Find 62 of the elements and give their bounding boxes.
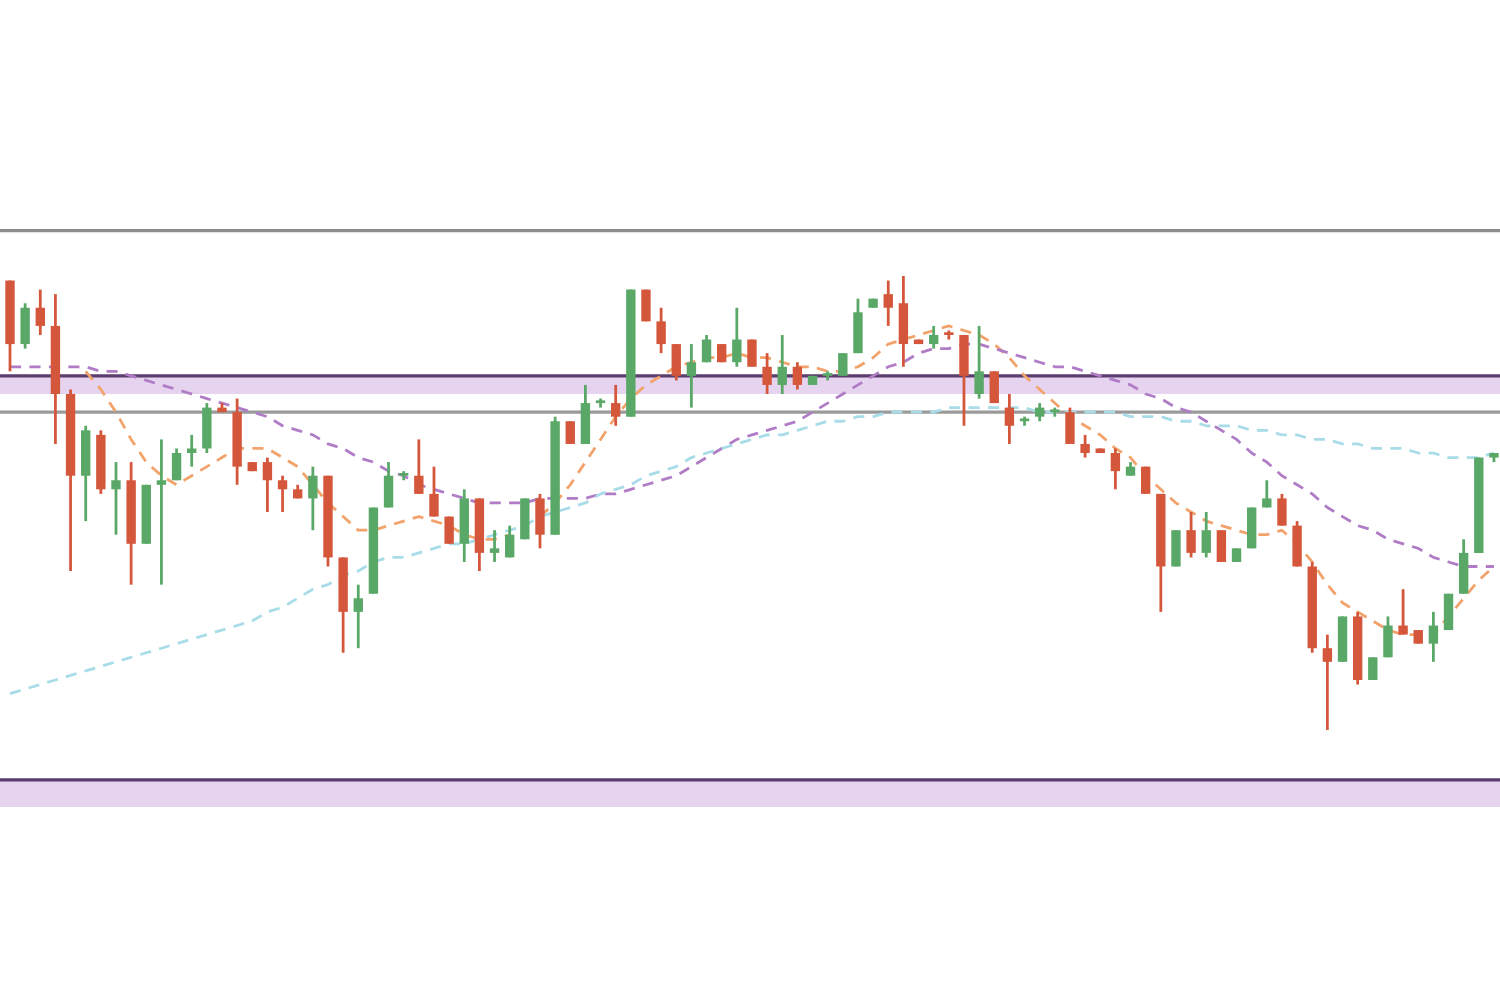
candlestick xyxy=(989,369,999,405)
candlestick xyxy=(928,324,939,351)
candlestick xyxy=(1458,537,1469,596)
candlestick xyxy=(671,342,681,382)
candlestick xyxy=(277,474,288,514)
candlestick xyxy=(1246,506,1257,550)
candlestick xyxy=(520,497,530,541)
candlestick xyxy=(505,524,515,559)
candlestick xyxy=(1262,478,1272,509)
candlestick xyxy=(459,487,469,564)
candlestick xyxy=(1186,510,1196,559)
candlestick xyxy=(732,306,742,369)
candlestick xyxy=(1383,615,1393,659)
candlestick xyxy=(565,419,575,446)
candlestick xyxy=(1171,528,1181,568)
candlestick xyxy=(489,528,500,564)
candlestick xyxy=(1034,401,1045,423)
candlestick xyxy=(959,333,969,428)
candlestick xyxy=(308,465,318,532)
candlestick xyxy=(1140,465,1151,496)
candlestick xyxy=(1004,392,1015,446)
candlestick xyxy=(1277,492,1287,528)
candlestick xyxy=(111,460,121,537)
candlestick xyxy=(429,465,439,518)
candlestick xyxy=(1216,528,1227,564)
candlestick xyxy=(187,433,197,469)
candlestick xyxy=(1065,406,1075,446)
candlestick xyxy=(1201,510,1211,559)
candlestick xyxy=(383,460,394,509)
candlestick xyxy=(81,424,91,523)
candlestick xyxy=(610,383,621,428)
candlestick xyxy=(35,288,45,337)
candlestick xyxy=(1398,587,1408,636)
candlestick xyxy=(20,301,30,351)
candlestick xyxy=(1080,433,1090,459)
candlestick xyxy=(1337,615,1348,664)
candlestick xyxy=(686,342,697,410)
candlestick xyxy=(535,492,545,550)
candlestick xyxy=(701,333,712,364)
candlestick xyxy=(792,360,803,391)
candlestick xyxy=(853,297,863,355)
candlestick xyxy=(156,438,167,587)
candlestick xyxy=(1322,633,1333,732)
candlestick xyxy=(974,324,984,400)
candlestick xyxy=(777,333,787,396)
candlestick xyxy=(656,306,666,355)
candlestick xyxy=(762,351,772,396)
candlestick xyxy=(353,583,363,650)
candlestick xyxy=(898,274,909,369)
candlestick xyxy=(1292,519,1302,568)
candlestick xyxy=(1428,610,1439,664)
candlestick xyxy=(202,401,212,455)
candlestick xyxy=(838,351,848,378)
candlestick xyxy=(883,279,893,328)
candlestick xyxy=(262,456,273,514)
candlestick xyxy=(1110,447,1121,491)
candlestick xyxy=(171,447,182,482)
candlestick xyxy=(444,515,454,546)
candlestick xyxy=(580,383,591,446)
candlestick xyxy=(1368,655,1378,682)
candlestick xyxy=(747,338,757,369)
candlestick xyxy=(414,438,424,496)
